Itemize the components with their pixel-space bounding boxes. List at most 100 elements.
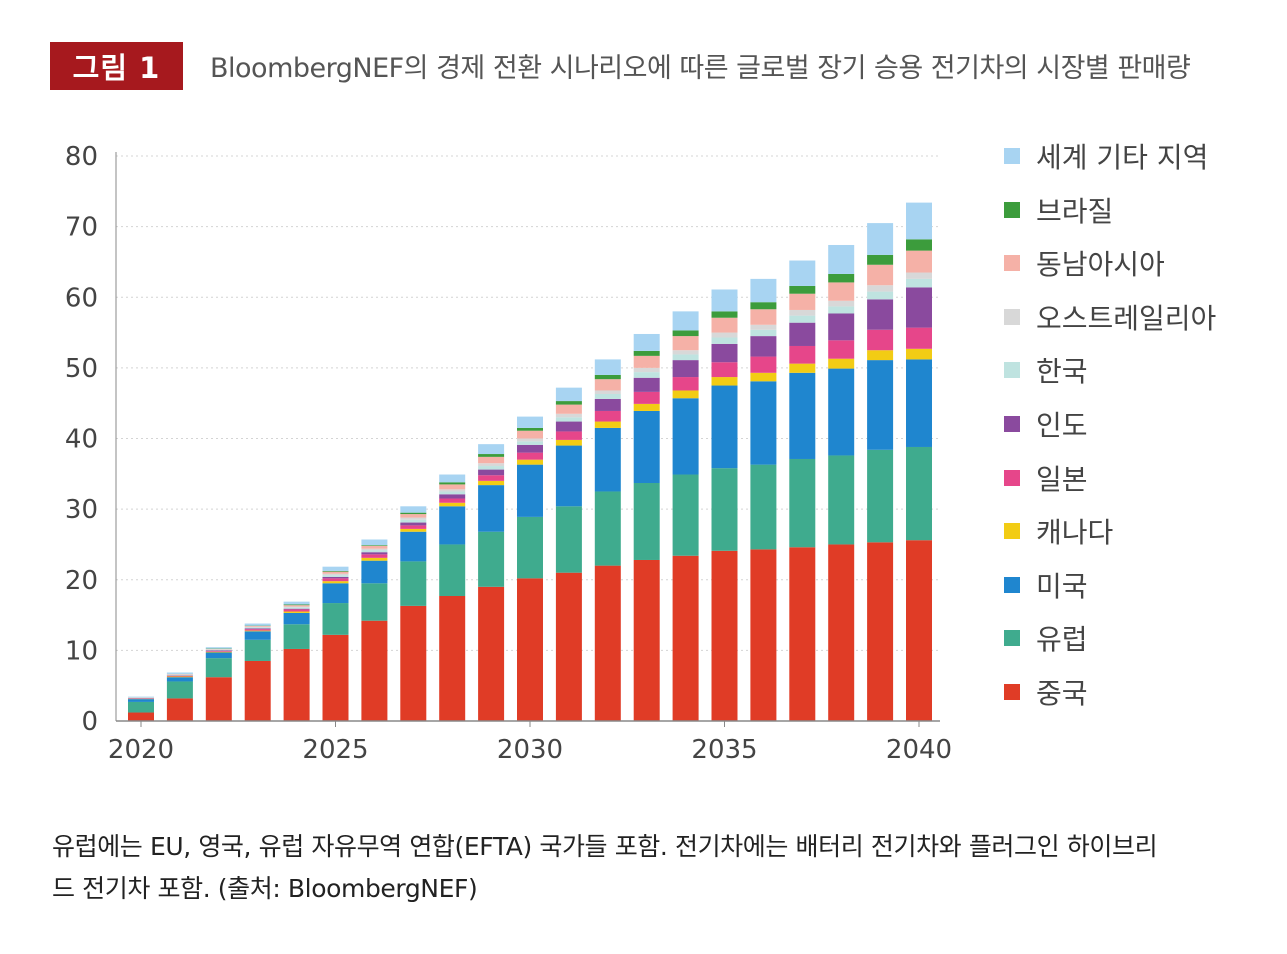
bar-segment — [594, 379, 621, 391]
bar-segment — [789, 293, 816, 310]
bar-segment — [906, 239, 932, 251]
legend-swatch — [1004, 469, 1020, 486]
bar-segment — [205, 647, 232, 649]
bar-segment — [400, 528, 427, 532]
bar-segment — [322, 634, 349, 721]
legend-item: 동남아시아 — [1004, 243, 1165, 283]
legend-label: 일본 — [1036, 462, 1088, 496]
bar-segment — [594, 394, 621, 399]
bar-segment — [478, 480, 505, 486]
legend-item: 오스트레일리아 — [1004, 297, 1216, 337]
bar-segment — [750, 464, 777, 550]
bar-segment — [400, 506, 427, 513]
bar-segment — [711, 385, 738, 469]
bar-segment — [750, 309, 777, 325]
bar-segment — [439, 491, 466, 495]
bar-segment — [906, 327, 932, 349]
bar-segment — [166, 698, 193, 721]
bar-segment — [244, 630, 271, 632]
bar-segment — [439, 484, 466, 490]
bar-segment — [439, 506, 466, 545]
bar-segment — [361, 550, 388, 553]
bar-segment — [322, 581, 349, 584]
bar-segment — [594, 421, 621, 428]
bar-segment — [594, 565, 621, 721]
bar-segment — [400, 561, 427, 606]
bar-segment — [789, 372, 816, 459]
bar-segment — [439, 482, 466, 485]
bar-segment — [166, 681, 193, 699]
bar-segment — [828, 358, 855, 369]
bar-segment — [633, 482, 660, 560]
bar-segment — [517, 438, 543, 442]
bar-segment — [361, 539, 388, 546]
bar-segment — [322, 603, 349, 635]
bar-segment — [244, 626, 271, 627]
bar-segment — [555, 417, 582, 422]
bar-segment — [906, 272, 932, 279]
legend-item: 브라질 — [1004, 190, 1113, 230]
y-tick-label: 0 — [81, 707, 98, 737]
bar-segment — [672, 360, 699, 378]
bar-segment — [867, 360, 894, 450]
bar-segment — [322, 575, 349, 577]
legend-label: 유럽 — [1036, 623, 1088, 657]
bar-segment — [439, 544, 466, 596]
x-tick-label: 2020 — [108, 735, 174, 765]
y-tick-label: 50 — [65, 354, 98, 384]
bar-segment — [672, 390, 699, 399]
legend-item: 일본 — [1004, 458, 1088, 498]
bar-segment — [711, 332, 738, 338]
bar-segment — [555, 401, 582, 405]
bar-segment — [633, 377, 660, 392]
legend-item: 한국 — [1004, 350, 1088, 390]
bar-segment — [750, 302, 777, 310]
legend-swatch — [1004, 523, 1020, 540]
bar-segment — [711, 317, 738, 333]
bar-segment — [400, 522, 427, 526]
figure-title: BloombergNEF의 경제 전환 시나리오에 따른 글로벌 장기 승용 전… — [210, 53, 1191, 84]
bar-segment — [750, 372, 777, 382]
legend-item: 세계 기타 지역 — [1004, 136, 1208, 176]
bar-segment — [789, 285, 816, 294]
bar-segment — [867, 449, 894, 543]
legend-label: 세계 기타 지역 — [1036, 141, 1209, 174]
bar-segment — [361, 620, 388, 721]
bar-segment — [633, 372, 660, 378]
bar-segment — [867, 223, 894, 255]
bar-segment — [633, 391, 660, 404]
bar-segment — [789, 345, 816, 364]
bar-segment — [244, 660, 271, 721]
bar-segment — [867, 542, 894, 721]
bar-segment — [711, 550, 738, 721]
bar-segment — [283, 601, 310, 605]
caption-line-1: 유럽에는 EU, 영국, 유럽 자유무역 연합(EFTA) 국가들 포함. 전기… — [52, 832, 1158, 861]
bar-segment — [478, 454, 505, 457]
legend-swatch — [1004, 630, 1020, 647]
legend-swatch — [1004, 416, 1020, 432]
bar-segment — [283, 612, 310, 625]
bar-segment — [789, 315, 816, 323]
bar-segment — [594, 390, 621, 395]
bar-segment — [128, 696, 154, 698]
bar-segment — [478, 463, 505, 467]
bar-segment — [400, 517, 427, 520]
y-tick-label: 30 — [65, 495, 98, 525]
bar-segment — [633, 403, 660, 411]
bar-segment — [828, 273, 855, 283]
bar-segment — [205, 677, 232, 721]
bar-segment — [283, 604, 310, 606]
bar-segment — [672, 474, 699, 556]
bar-segment — [517, 516, 543, 579]
bar-segment — [478, 531, 505, 587]
bar-segment — [439, 474, 466, 483]
bar-segment — [555, 387, 582, 402]
legend-swatch — [1004, 308, 1020, 325]
y-tick-label: 20 — [65, 566, 98, 596]
figure-badge: 그림 1 — [50, 42, 183, 90]
legend-label: 오스트레일리아 — [1036, 301, 1217, 335]
bar-segment — [633, 350, 660, 356]
legend-swatch — [1004, 201, 1020, 218]
x-tick-label: 2030 — [497, 735, 563, 765]
legend-swatch — [1004, 576, 1020, 593]
